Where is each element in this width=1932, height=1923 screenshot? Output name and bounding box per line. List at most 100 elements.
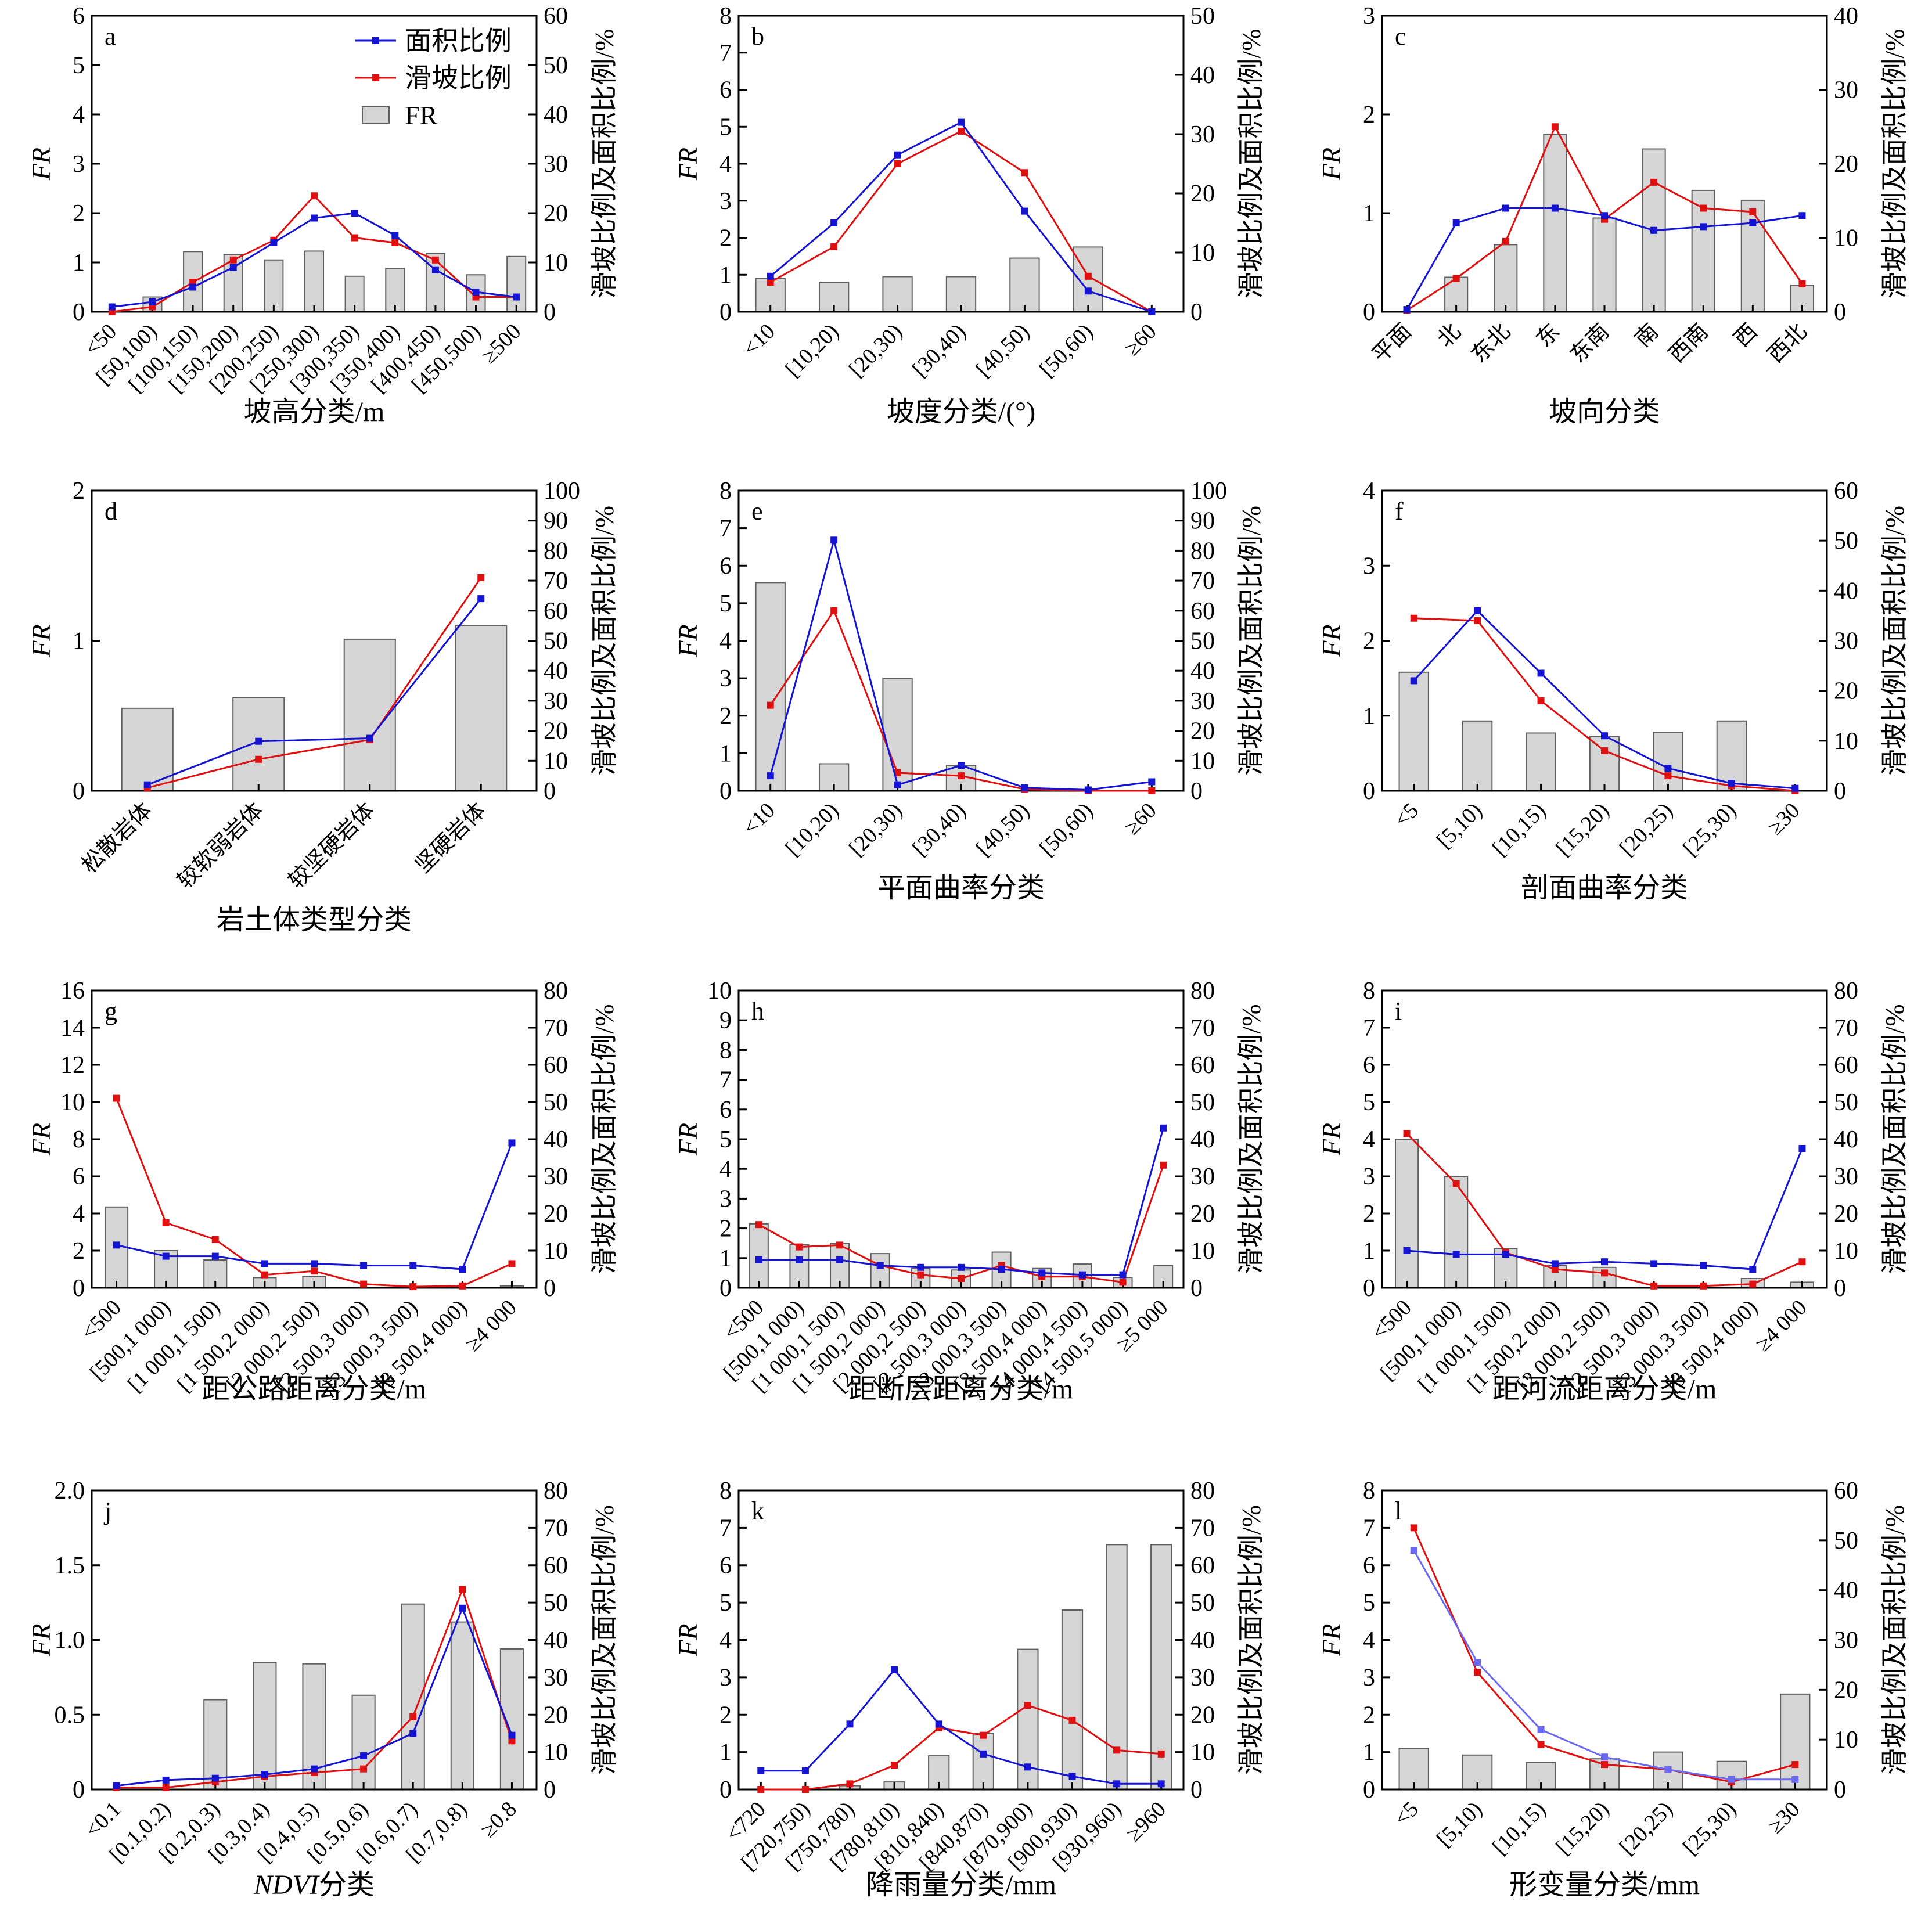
plot-frame bbox=[737, 489, 1185, 792]
right-tick-label: 80 bbox=[544, 978, 568, 1004]
right-tick-label: 30 bbox=[1834, 1627, 1858, 1654]
right-tick-label: 0 bbox=[544, 778, 556, 805]
left-tick-label: 5 bbox=[719, 1590, 732, 1616]
x-tick-label: <5 bbox=[1390, 1797, 1423, 1831]
area-series-point bbox=[958, 1263, 965, 1271]
panel-letter: b bbox=[751, 22, 764, 51]
left-tick-label: 2 bbox=[73, 200, 85, 227]
landslide-series-point bbox=[113, 1094, 120, 1102]
landslide-series-point bbox=[255, 755, 262, 763]
right-tick-label: 60 bbox=[1834, 1478, 1858, 1504]
right-tick-label: 10 bbox=[544, 748, 568, 775]
right-tick-label: 70 bbox=[1834, 1015, 1858, 1042]
right-tick-label: 70 bbox=[1190, 568, 1215, 595]
landslide-series-point bbox=[1068, 1716, 1076, 1724]
right-tick-label: 30 bbox=[1834, 77, 1858, 104]
left-axis-title: FR bbox=[1316, 1123, 1346, 1156]
left-axis-title: FR bbox=[1316, 147, 1346, 181]
chart-panel-c: 0123010203040平面北东北东东南南西南西西北cFR 滑坡比例及面积比例/… bbox=[1316, 3, 1909, 427]
x-tick-label: [5,10) bbox=[1432, 798, 1487, 854]
area-series-point bbox=[1084, 786, 1092, 794]
right-tick-label: 40 bbox=[1834, 578, 1858, 604]
right-tick-label: 60 bbox=[544, 1553, 568, 1579]
x-axis-title: 坡度分类/(°) bbox=[887, 397, 1036, 427]
left-tick-label: 1 bbox=[1363, 1238, 1375, 1265]
area-series-point bbox=[1551, 1260, 1559, 1267]
area-series-point bbox=[261, 1771, 268, 1778]
area-series-line bbox=[1413, 1550, 1796, 1781]
landslide-series-point bbox=[1700, 204, 1707, 212]
x-tick-label: [10,15) bbox=[1488, 1797, 1550, 1860]
left-tick-label: 3 bbox=[719, 188, 732, 215]
x-tick-label: ≥60 bbox=[1120, 798, 1161, 840]
left-axis-title: FR bbox=[26, 624, 56, 657]
right-tick-label: 0 bbox=[1190, 778, 1203, 805]
right-tick-label: 0 bbox=[1834, 1777, 1846, 1803]
x-axis-title: 距断层距离分类/m bbox=[849, 1374, 1074, 1405]
right-tick-label: 10 bbox=[1190, 748, 1215, 775]
area-series-line bbox=[761, 1668, 1161, 1785]
landslide-series-point bbox=[459, 1586, 466, 1593]
area-series-point bbox=[757, 1767, 765, 1774]
fr-bar bbox=[928, 1755, 950, 1790]
landslide-series-point bbox=[391, 239, 399, 246]
left-tick-label: 6 bbox=[1363, 1052, 1375, 1079]
right-tick-label: 10 bbox=[544, 250, 568, 276]
right-tick-label: 60 bbox=[1190, 1553, 1215, 1579]
legend-fr-label: FR bbox=[405, 100, 438, 130]
left-tick-label: 3 bbox=[1363, 1164, 1375, 1190]
panel-letter: l bbox=[1395, 1497, 1402, 1525]
right-axis-title: 滑坡比例及面积比例/% bbox=[589, 28, 619, 298]
x-tick-label: [20,25) bbox=[1615, 1797, 1678, 1860]
right-tick-label: 30 bbox=[544, 688, 568, 715]
x-tick-label: [40,50) bbox=[972, 798, 1034, 861]
right-axis-title: 滑坡比例及面积比例/% bbox=[589, 506, 619, 776]
left-tick-label: 1 bbox=[1363, 1740, 1375, 1766]
x-tick-label: ≥0.8 bbox=[476, 1797, 521, 1842]
landslide-series-line bbox=[761, 1704, 1161, 1791]
right-tick-label: 30 bbox=[1190, 1665, 1215, 1691]
landslide-series-point bbox=[1601, 1269, 1608, 1277]
fr-bar bbox=[830, 1243, 850, 1288]
left-tick-label: 3 bbox=[719, 1665, 732, 1691]
left-tick-label: 8 bbox=[73, 1126, 85, 1153]
left-tick-label: 3 bbox=[719, 1186, 732, 1212]
landslide-series-point bbox=[1749, 1280, 1757, 1288]
left-axis-title: FR bbox=[26, 1123, 56, 1156]
x-tick-label: 松散岩体 bbox=[77, 798, 157, 878]
x-tick-label: <10 bbox=[738, 798, 780, 840]
landslide-series-point bbox=[1502, 237, 1509, 245]
plot-frame bbox=[737, 15, 1185, 313]
area-series-point bbox=[409, 1730, 417, 1737]
x-tick-label: 较坚硬岩体 bbox=[284, 798, 379, 894]
fr-bar bbox=[304, 250, 325, 313]
left-tick-label: 6 bbox=[1363, 1553, 1375, 1579]
x-tick-label: 北 bbox=[1433, 319, 1466, 352]
landslide-series-point bbox=[958, 1275, 965, 1282]
left-tick-label: 4 bbox=[1363, 1126, 1375, 1153]
area-series-point bbox=[1148, 778, 1156, 786]
area-series-point bbox=[1601, 1753, 1608, 1761]
left-tick-label: 4 bbox=[719, 628, 732, 655]
x-tick-label: ≥500 bbox=[477, 319, 526, 369]
right-tick-label: 50 bbox=[544, 1590, 568, 1616]
area-series-point bbox=[1791, 1776, 1799, 1783]
area-series-point bbox=[1664, 1766, 1672, 1773]
area-series-point bbox=[958, 762, 965, 769]
landslide-series-point bbox=[891, 1762, 898, 1769]
area-series-point bbox=[513, 293, 520, 301]
fr-bar bbox=[351, 1694, 376, 1790]
x-tick-label: [50,60) bbox=[1035, 798, 1098, 861]
right-tick-label: 0 bbox=[1834, 1275, 1846, 1302]
area-series-point bbox=[211, 1774, 219, 1782]
landslide-series-point bbox=[1650, 1282, 1658, 1290]
landslide-series-point bbox=[894, 769, 901, 776]
area-series-point bbox=[1700, 223, 1707, 231]
x-tick-label: [30,40) bbox=[908, 798, 970, 861]
area-series-point bbox=[1148, 308, 1156, 315]
fr-bar bbox=[1740, 199, 1765, 312]
right-tick-label: 30 bbox=[1190, 121, 1215, 148]
left-tick-label: 4 bbox=[719, 151, 732, 178]
area-series-point bbox=[980, 1750, 987, 1758]
landslide-series-point bbox=[1113, 1746, 1121, 1754]
